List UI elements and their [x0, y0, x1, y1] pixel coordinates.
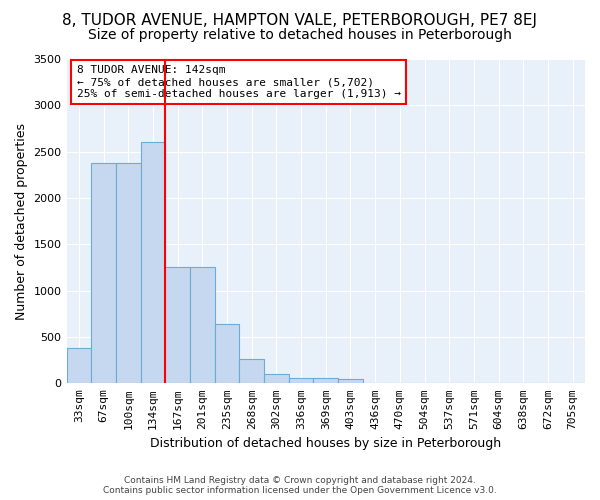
Bar	[264, 374, 289, 384]
Bar	[165, 268, 190, 384]
Text: 8, TUDOR AVENUE, HAMPTON VALE, PETERBOROUGH, PE7 8EJ: 8, TUDOR AVENUE, HAMPTON VALE, PETERBORO…	[62, 12, 538, 28]
Bar	[190, 268, 215, 384]
Bar	[338, 378, 363, 384]
X-axis label: Distribution of detached houses by size in Peterborough: Distribution of detached houses by size …	[150, 437, 502, 450]
Bar	[140, 142, 165, 384]
Bar	[116, 163, 140, 384]
Bar	[67, 348, 91, 384]
Bar	[239, 359, 264, 384]
Bar	[289, 378, 313, 384]
Text: Contains HM Land Registry data © Crown copyright and database right 2024.
Contai: Contains HM Land Registry data © Crown c…	[103, 476, 497, 495]
Text: 8 TUDOR AVENUE: 142sqm
← 75% of detached houses are smaller (5,702)
25% of semi-: 8 TUDOR AVENUE: 142sqm ← 75% of detached…	[77, 66, 401, 98]
Bar	[215, 324, 239, 384]
Bar	[313, 378, 338, 384]
Text: Size of property relative to detached houses in Peterborough: Size of property relative to detached ho…	[88, 28, 512, 42]
Y-axis label: Number of detached properties: Number of detached properties	[15, 122, 28, 320]
Bar	[91, 163, 116, 384]
